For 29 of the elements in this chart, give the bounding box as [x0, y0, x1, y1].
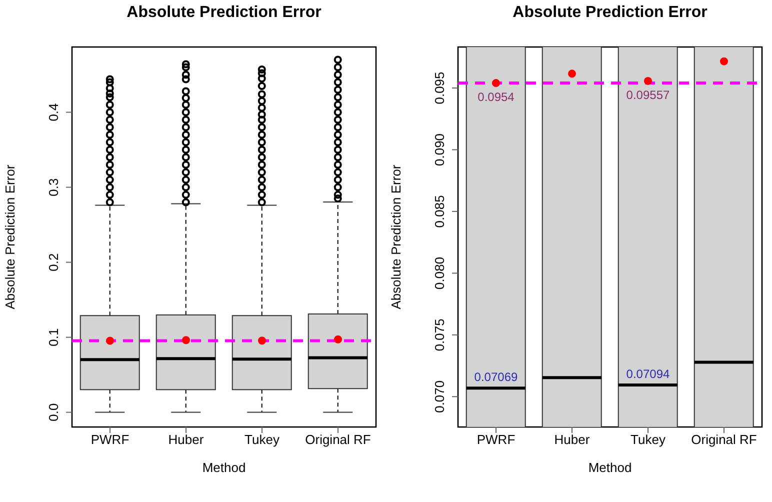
annotation: 0.09557	[626, 88, 670, 102]
y-tick-label: 0.3	[46, 178, 61, 196]
x-tick-label: Huber	[168, 432, 204, 448]
x-axis-title: Method	[202, 460, 246, 475]
y-tick-label: 0.095	[432, 72, 447, 104]
y-tick-label: 0.090	[432, 133, 447, 166]
x-tick-label: PWRF	[90, 432, 130, 448]
y-tick-label: 0.070	[432, 380, 447, 413]
y-tick-label: 0.0	[46, 403, 61, 422]
y-tick-label: 0.080	[432, 256, 447, 290]
y-axis-title: Absolute Prediction Error	[2, 164, 18, 310]
annotation: 0.07069	[474, 370, 518, 384]
x-tick-label: Tukey	[630, 432, 666, 448]
x-tick-label: Tukey	[244, 432, 280, 448]
x-tick-label: Original RF	[305, 432, 371, 448]
chart-title: Absolute Prediction Error	[126, 4, 322, 22]
x-axis-title: Method	[588, 460, 632, 475]
x-tick-label: PWRF	[476, 432, 516, 448]
chart-title: Absolute Prediction Error	[512, 4, 708, 22]
annotation: 0.07094	[626, 367, 670, 382]
x-tick-label: Original RF	[691, 432, 757, 448]
y-tick-label: 0.4	[46, 103, 61, 122]
x-tick-label: Huber	[554, 432, 590, 448]
y-tick-label: 0.085	[432, 195, 447, 228]
annotation: 0.0954	[478, 90, 515, 104]
y-tick-label: 0.075	[432, 318, 447, 352]
y-tick-label: 0.2	[46, 253, 61, 272]
y-axis-title: Absolute Prediction Error	[388, 164, 404, 310]
y-tick-label: 0.1	[46, 328, 61, 346]
